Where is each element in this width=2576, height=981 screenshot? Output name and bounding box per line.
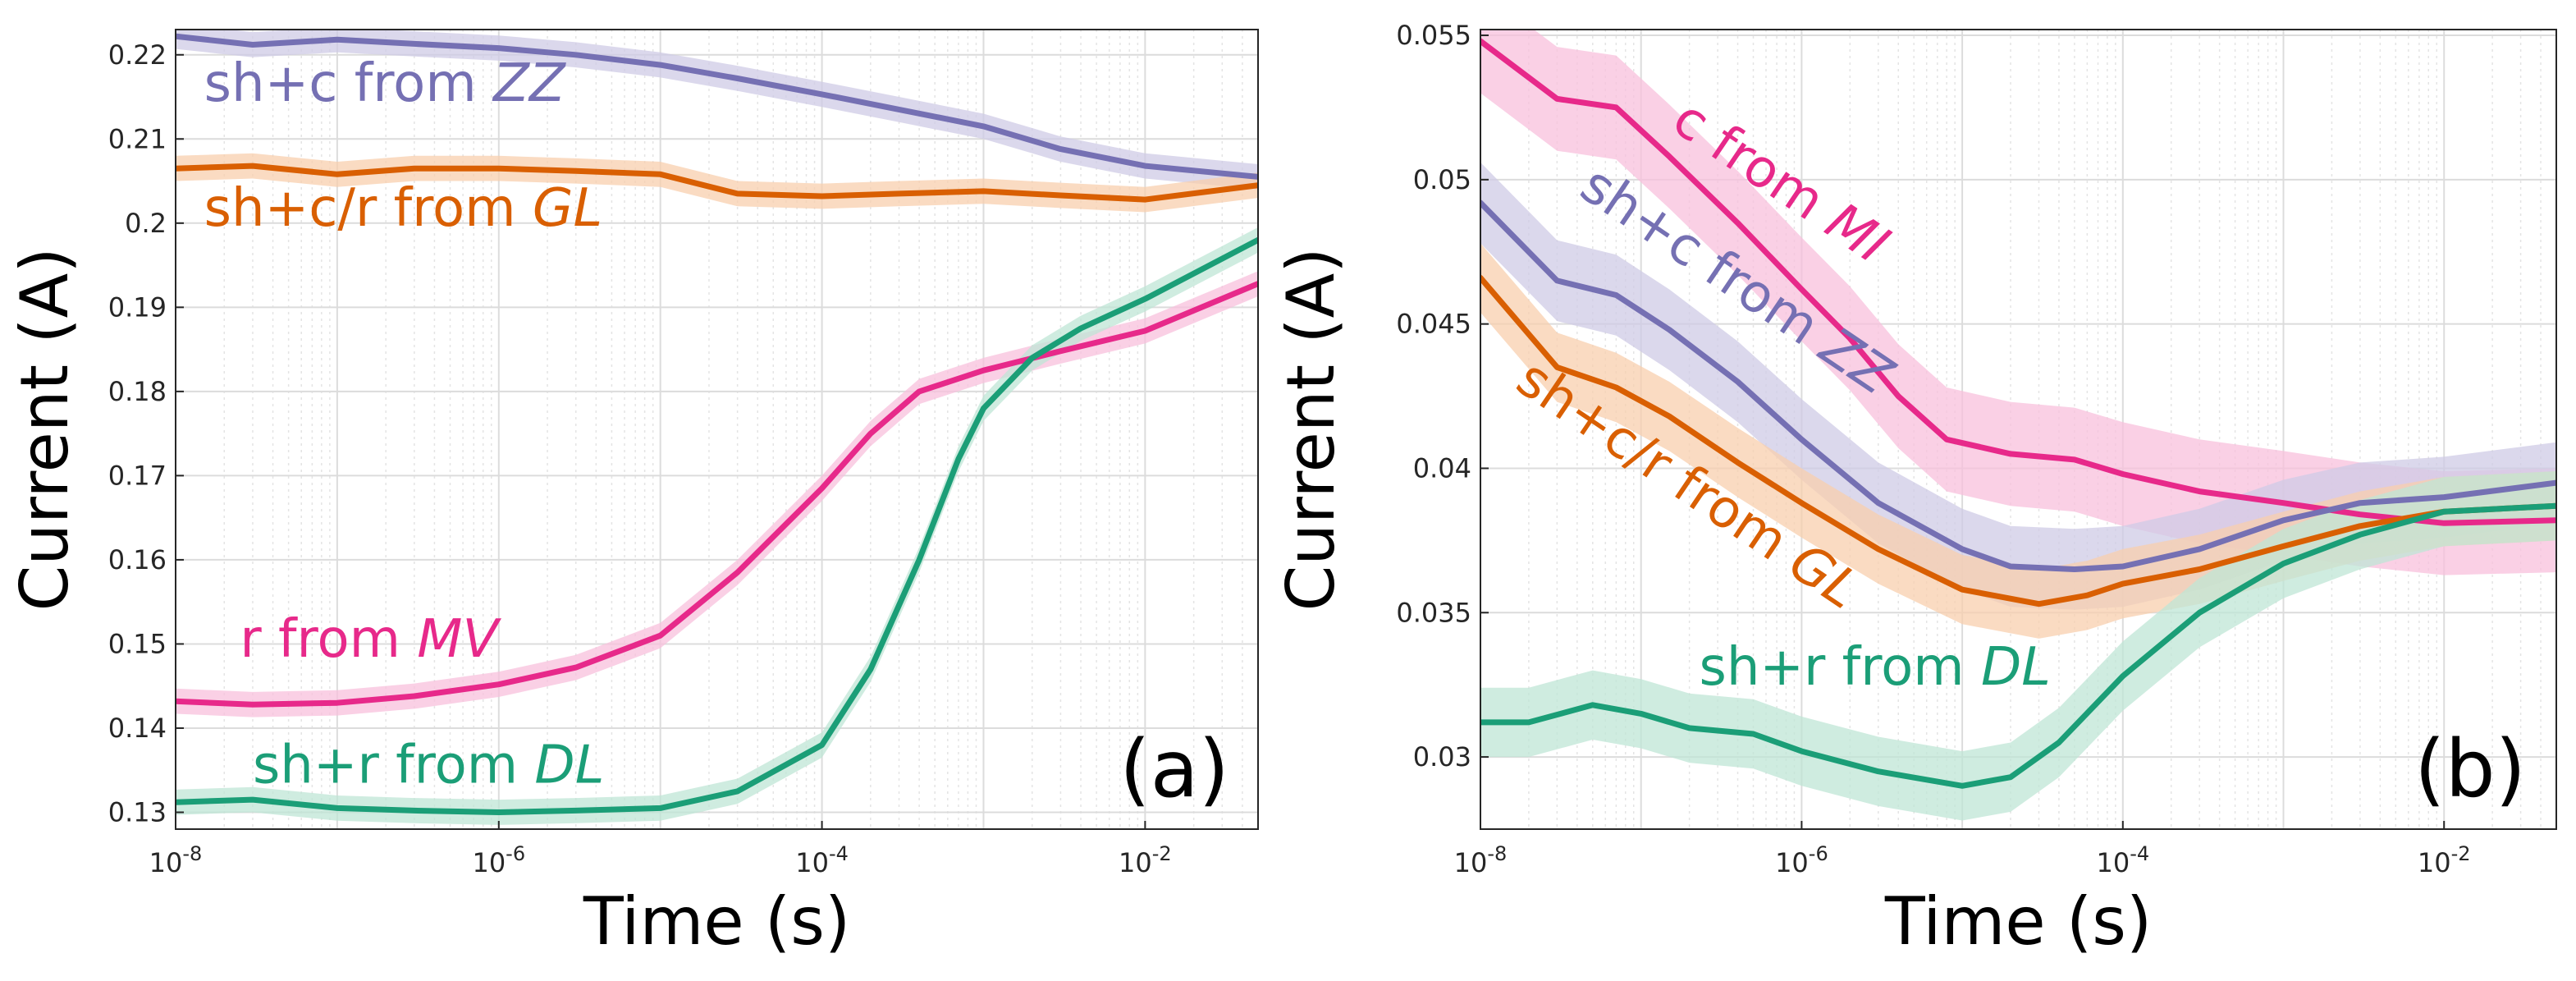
x-tick-exponent: -2 — [2451, 842, 2471, 865]
series-label-2: r from MV — [240, 609, 501, 670]
y-tick-label: 0.21 — [108, 123, 167, 154]
x-axis-label: Time (s) — [1884, 883, 2152, 960]
series-label-text: sh+c from — [204, 53, 493, 114]
x-tick-label: 10-2 — [2418, 842, 2471, 878]
series-label-italic: DL — [534, 736, 604, 796]
series-label-text: r from — [240, 609, 417, 670]
x-tick-exponent: -8 — [1487, 842, 1507, 865]
x-tick-label: 10-4 — [2096, 842, 2149, 878]
series-line-3 — [1480, 502, 2556, 789]
series-label-1: sh+c/r from GL — [204, 178, 602, 239]
series-label-italic: ZZ — [492, 53, 566, 114]
y-tick-label: 0.2 — [125, 208, 167, 239]
y-tick-label: 0.14 — [108, 713, 167, 744]
x-tick-label: 10-4 — [795, 842, 849, 878]
series-label-3: sh+r from DL — [253, 736, 604, 796]
series-label-3: sh+r from DL — [1699, 637, 2050, 698]
x-tick-exponent: -2 — [1152, 842, 1172, 865]
x-tick-exponent: -6 — [506, 842, 525, 865]
x-tick-exponent: -8 — [182, 842, 202, 865]
x-tick-base: 10 — [472, 847, 506, 878]
y-tick-label: 0.19 — [108, 291, 167, 323]
x-tick-exponent: -4 — [2130, 842, 2149, 865]
x-tick-label: 10-6 — [472, 842, 525, 878]
series-line-1 — [1480, 199, 2556, 572]
series-line-2 — [1480, 274, 2556, 607]
series-band-1 — [1480, 162, 2556, 610]
axes-box — [1480, 29, 2557, 830]
y-tick-label: 0.03 — [1413, 741, 1471, 772]
series-label-italic: GL — [533, 178, 602, 239]
series-line-1 — [176, 163, 1258, 203]
x-tick-base: 10 — [149, 847, 183, 878]
panel-label: (a) — [1119, 723, 1229, 815]
x-tick-base: 10 — [1454, 847, 1488, 878]
series-line-3 — [176, 236, 1258, 815]
series-group — [1480, 30, 2556, 821]
series-label-text: sh+r from — [1699, 637, 1980, 698]
y-axis-label: Current (A) — [7, 247, 83, 611]
x-tick-label: 10-8 — [149, 842, 203, 878]
y-tick-label: 0.13 — [108, 796, 167, 827]
series-label-0: sh+c from ZZ — [204, 53, 566, 114]
series-label-text: sh+r from — [253, 736, 534, 796]
x-tick-label: 10-6 — [1775, 842, 1828, 878]
series-band-3 — [176, 227, 1258, 825]
x-axis-label: Time (s) — [583, 883, 850, 960]
x-tick-base: 10 — [1119, 847, 1152, 878]
x-tick-label: 10-8 — [1454, 842, 1508, 878]
x-tick-base: 10 — [1775, 847, 1809, 878]
panel-label: (b) — [2414, 723, 2526, 815]
y-tick-label: 0.16 — [108, 544, 167, 575]
y-tick-label: 0.22 — [108, 39, 167, 71]
x-tick-base: 10 — [795, 847, 829, 878]
y-tick-label: 0.17 — [108, 460, 167, 491]
y-axis-label: Current (A) — [1273, 247, 1349, 611]
x-tick-base: 10 — [2096, 847, 2130, 878]
y-tick-label: 0.055 — [1396, 20, 1471, 51]
series-group — [176, 30, 1258, 825]
y-tick-label: 0.04 — [1413, 452, 1471, 484]
y-tick-label: 0.045 — [1396, 309, 1471, 340]
y-tick-label: 0.15 — [108, 628, 167, 659]
x-tick-label: 10-2 — [1119, 842, 1172, 878]
series-label-italic: DL — [1981, 637, 2051, 698]
axes-box — [175, 29, 1259, 830]
series-label-text: sh+c/r from — [204, 178, 533, 239]
x-tick-exponent: -4 — [829, 842, 849, 865]
y-tick-label: 0.035 — [1396, 597, 1471, 628]
y-tick-label: 0.05 — [1413, 164, 1471, 195]
series-line-0 — [176, 33, 1258, 180]
x-tick-base: 10 — [2418, 847, 2451, 878]
series-label-italic: MV — [417, 609, 501, 670]
y-tick-label: 0.18 — [108, 376, 167, 407]
x-tick-exponent: -6 — [1809, 842, 1828, 865]
panel-a: 0.13 0.14 0.15 0.16 0.17 0.18 0.19 0.2 0.21 0.22 1… — [7, 29, 1259, 960]
series-line-0 — [1480, 38, 2556, 526]
